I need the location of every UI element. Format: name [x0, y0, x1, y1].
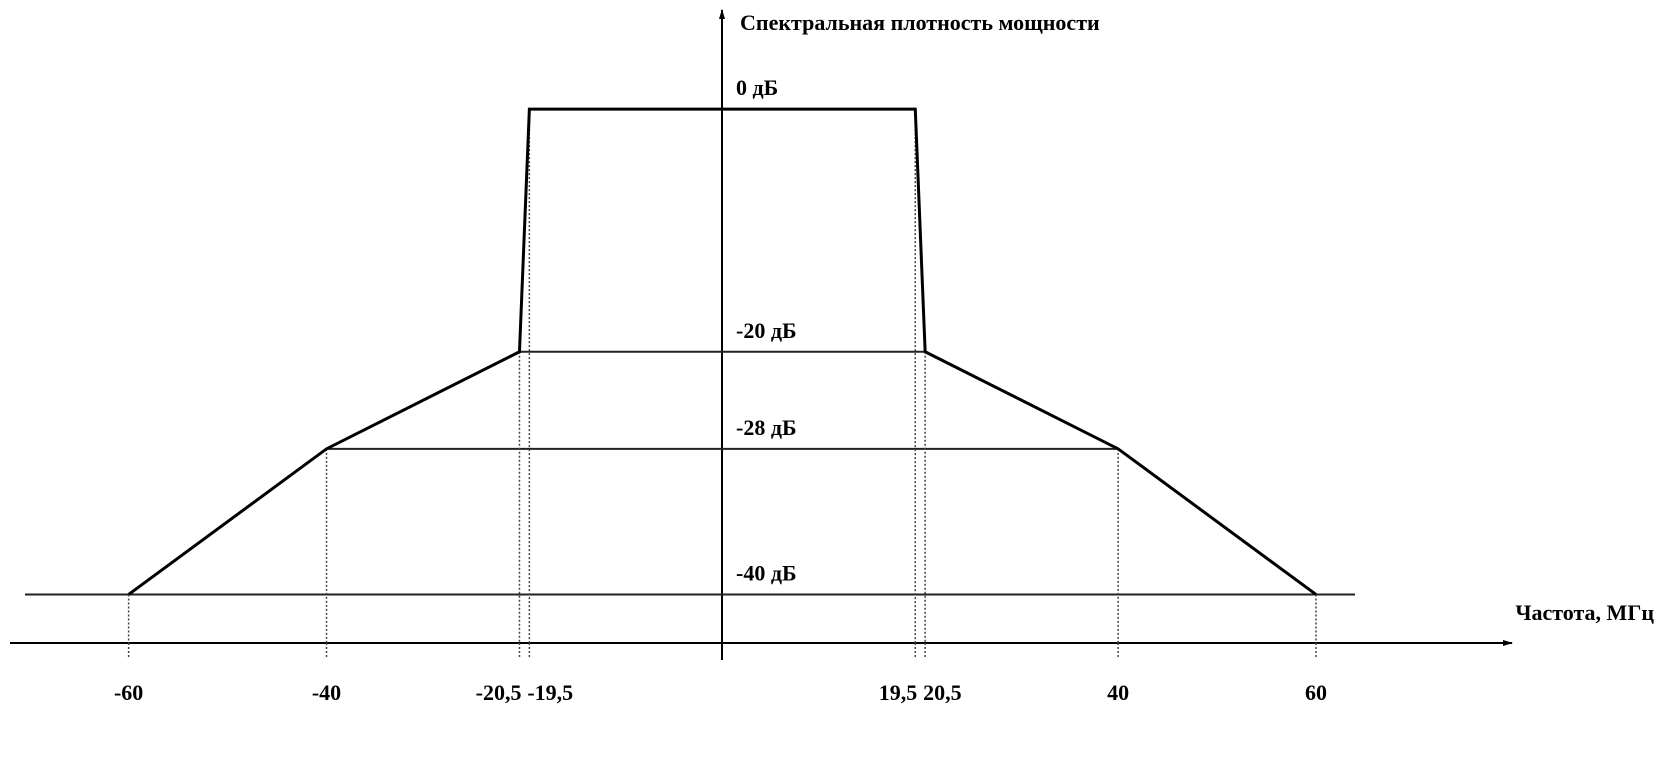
x-tick-label: -60 — [114, 680, 143, 705]
x-tick-label: 40 — [1107, 680, 1129, 705]
y-tick-label: 0 дБ — [736, 75, 778, 100]
x-axis-label: Частота, МГц — [1515, 600, 1654, 625]
x-tick-label: 60 — [1305, 680, 1327, 705]
y-tick-label: -40 дБ — [736, 560, 797, 585]
y-axis-label: Спектральная плотность мощности — [740, 10, 1100, 35]
x-tick-label: -20,5 — [476, 680, 522, 705]
x-tick-label: 19,5 — [879, 680, 918, 705]
x-tick-label: -19,5 — [527, 680, 573, 705]
mask-line — [127, 107, 1317, 596]
y-tick-label: -20 дБ — [736, 318, 797, 343]
x-tick-label: -40 — [312, 680, 341, 705]
x-tick-label: 20,5 — [923, 680, 962, 705]
y-tick-label: -28 дБ — [736, 415, 797, 440]
